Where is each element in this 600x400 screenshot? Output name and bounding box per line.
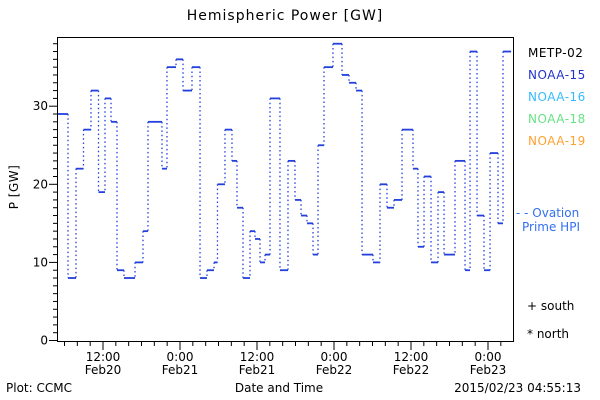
y-tick-label: 30 <box>33 99 48 113</box>
x-tick-date-label: Feb21 <box>239 363 276 377</box>
y-tick-label: 20 <box>33 177 48 191</box>
x-tick-date-label: Feb23 <box>470 363 507 377</box>
plot-timestamp: 2015/02/23 04:55:13 <box>454 381 581 395</box>
x-tick-date-label: Feb21 <box>162 363 199 377</box>
plot-border <box>57 37 514 342</box>
north-marker-label: * north <box>527 327 570 341</box>
x-tick-time-label: 0:00 <box>167 350 194 364</box>
x-axis-label: Date and Time <box>234 381 324 395</box>
chart-title: Hemispheric Power [GW] <box>186 8 384 24</box>
legend-metp-02-label: METP-02 <box>528 46 584 60</box>
legend-noaa-19-label: NOAA-19 <box>528 134 586 148</box>
x-tick-time-label: 0:00 <box>475 350 502 364</box>
legend-noaa-18: NOAA-18 <box>528 112 586 126</box>
legend-metp-02: METP-02 <box>528 46 583 60</box>
y-tick-label: 10 <box>33 255 48 269</box>
legend-noaa-16: NOAA-16 <box>528 90 586 104</box>
ovation-legend-line1: - - Ovation <box>516 206 580 220</box>
y-tick-label: 0 <box>40 334 48 348</box>
plot-source-label: Plot: CCMC <box>6 381 72 395</box>
x-tick-time-label: 12:00 <box>394 350 429 364</box>
x-tick-date-label: Feb20 <box>85 363 122 377</box>
x-tick-time-label: 0:00 <box>321 350 348 364</box>
legend-noaa-16-label: NOAA-16 <box>528 90 586 104</box>
legend-noaa-19: NOAA-19 <box>528 134 586 148</box>
legend-noaa-15: NOAA-15 <box>528 68 586 82</box>
x-tick-date-label: Feb22 <box>393 363 430 377</box>
legend-noaa-15-label: NOAA-15 <box>528 68 586 82</box>
x-tick-time-label: 12:00 <box>240 350 275 364</box>
ovation-legend-line2: Prime HPI <box>522 220 580 234</box>
x-tick-time-label: 12:00 <box>86 350 121 364</box>
south-marker-label: + south <box>527 299 575 313</box>
x-tick-date-label: Feb22 <box>316 363 353 377</box>
y-axis-label: P [GW] <box>7 164 21 210</box>
legend-noaa-18-label: NOAA-18 <box>528 112 586 126</box>
